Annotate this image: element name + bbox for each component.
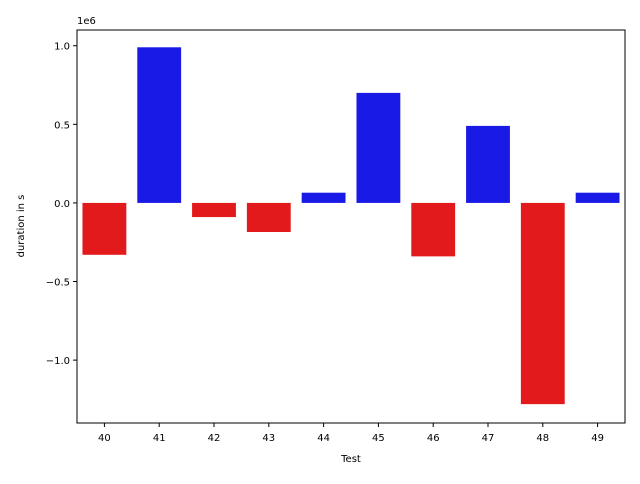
y-offset-text: 1e6 <box>77 16 96 27</box>
x-tick-label: 40 <box>98 433 111 444</box>
bar-47 <box>466 125 510 203</box>
plot-frame <box>76 29 626 424</box>
y-tick-label: 1.0 <box>54 42 70 53</box>
x-tick-label: 43 <box>262 433 275 444</box>
bar-43 <box>246 202 291 233</box>
bar-46 <box>411 202 456 257</box>
bar-45 <box>356 92 401 203</box>
bar-49 <box>575 192 620 203</box>
x-tick-label: 44 <box>317 433 330 444</box>
bar-40 <box>82 202 127 255</box>
bar-42 <box>192 202 236 218</box>
bar-44 <box>301 192 346 203</box>
x-tick-label: 42 <box>208 433 221 444</box>
y-tick-label: −1.0 <box>46 356 70 367</box>
x-tick-label: 45 <box>372 433 385 444</box>
x-tick-label: 47 <box>482 433 495 444</box>
bar-48 <box>520 202 565 405</box>
x-tick-label: 48 <box>536 433 549 444</box>
bars-group <box>82 47 620 405</box>
y-tick-label: 0.5 <box>54 120 70 131</box>
y-axis-title: duration in s <box>16 195 27 258</box>
x-tick-label: 46 <box>427 433 440 444</box>
y-tick-label: 0.0 <box>54 199 70 210</box>
x-axis-title: Test <box>340 454 361 465</box>
x-ticks-group: 40 41 42 43 44 45 46 47 48 49 <box>98 423 604 444</box>
y-ticks-group: −1.0 −0.5 0.0 0.5 1.0 <box>46 42 77 367</box>
bar-41 <box>137 47 182 203</box>
x-tick-label: 41 <box>153 433 166 444</box>
y-tick-label: −0.5 <box>46 278 70 289</box>
x-tick-label: 49 <box>591 433 604 444</box>
